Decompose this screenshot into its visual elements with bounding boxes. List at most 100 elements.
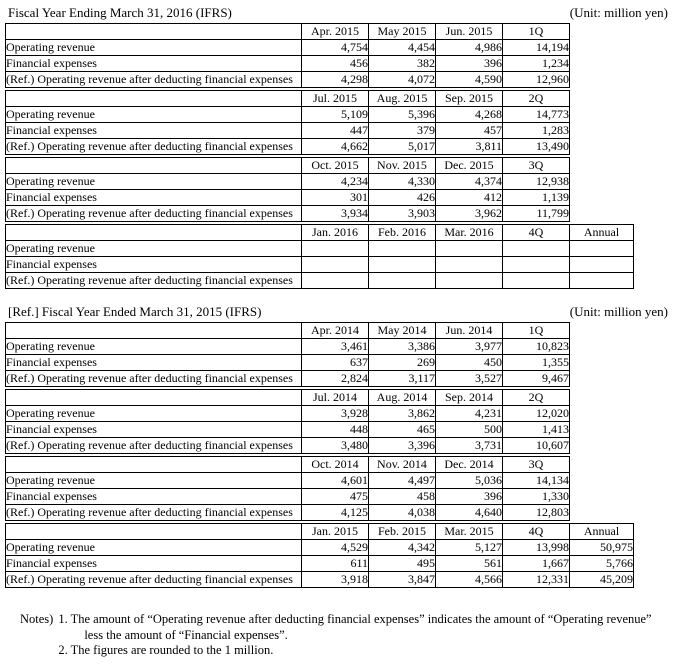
value-cell: 14,134 [502,472,570,489]
month-header-cell: Aug. 2014 [368,389,436,406]
notes-items: 1. The amount of “Operating revenue afte… [58,612,651,659]
data-row: Operating revenue 5,109 5,396 4,268 14,773 [5,106,570,123]
value-cell: 4,601 [301,472,369,489]
month-header-cell: Jul. 2014 [301,389,369,406]
row-label-cell: Financial expenses [5,256,302,273]
value-cell: 1,139 [502,189,570,206]
notes: Notes) 1. The amount of “Operating reven… [20,612,675,659]
value-cell: 465 [368,421,436,438]
month-header-cell: Apr. 2015 [301,23,369,40]
month-header-cell: Oct. 2015 [301,157,369,174]
month-header-cell: Sep. 2015 [435,90,503,107]
value-cell: 495 [368,555,436,572]
fy2015-table-title: [Ref.] Fiscal Year Ended March 31, 2015 … [8,304,262,319]
month-header-cell: Aug. 2015 [368,90,436,107]
value-cell [435,272,503,289]
data-row: Financial expenses 447 379 457 1,283 [5,122,570,139]
fy2016-unit-label: (Unit: million yen) [569,5,668,20]
corner-cell [5,456,302,473]
quarter-header-cell: 4Q [502,523,570,540]
row-label-cell: Financial expenses [5,488,302,505]
row-label-cell: (Ref.) Operating revenue after deducting… [5,138,302,155]
month-header-cell: Jan. 2016 [301,224,369,241]
value-cell [301,240,369,257]
column-header-row: Jul. 2014 Aug. 2014 Sep. 2014 2Q [5,389,570,406]
column-header-row: Apr. 2015 May 2015 Jun. 2015 1Q [5,23,570,40]
value-cell [435,240,503,257]
quarter-block-table: Jan. 2016 Feb. 2016 Mar. 2016 4Q Annual Opera… [5,224,634,289]
value-cell: 379 [368,122,436,139]
quarter-block-table: Jul. 2015 Aug. 2015 Sep. 2015 2Q Operating r… [5,90,570,155]
row-label-cell: (Ref.) Operating revenue after deducting… [5,504,302,521]
row-label-cell: (Ref.) Operating revenue after deducting… [5,571,302,588]
value-cell: 10,607 [502,437,570,454]
month-header-cell: Dec. 2015 [435,157,503,174]
value-cell: 396 [435,488,503,505]
value-cell: 4,497 [368,472,436,489]
value-cell: 4,529 [301,539,369,556]
value-cell: 3,928 [301,405,369,422]
month-header-cell: Nov. 2015 [368,157,436,174]
value-cell: 4,754 [301,39,369,56]
month-header-cell: Nov. 2014 [368,456,436,473]
row-label-cell: Financial expenses [5,189,302,206]
value-cell: 14,194 [502,39,570,56]
corner-cell [5,523,302,540]
value-cell [569,272,634,289]
value-cell: 4,986 [435,39,503,56]
value-cell: 3,903 [368,205,436,222]
data-row: (Ref.) Operating revenue after deducting… [5,71,570,88]
fy2016-caption-row: Fiscal Year Ending March 31, 2016 (IFRS)… [8,5,668,20]
value-cell: 500 [435,421,503,438]
quarter-header-cell: 2Q [502,389,570,406]
value-cell: 12,938 [502,173,570,190]
row-label-cell: Financial expenses [5,421,302,438]
quarter-block-table: Apr. 2015 May 2015 Jun. 2015 1Q Operating re… [5,23,570,88]
data-row: Financial expenses 456 382 396 1,234 [5,55,570,72]
value-cell: 4,330 [368,173,436,190]
value-cell: 3,977 [435,338,503,355]
data-row: (Ref.) Operating revenue after deducting… [5,138,570,155]
data-row: Operating revenue [5,240,634,257]
quarter-block-table: Jan. 2015 Feb. 2015 Mar. 2015 4Q Annual Opera… [5,523,634,588]
quarter-block-table: Apr. 2014 May 2014 Jun. 2014 1Q Operating re… [5,322,570,387]
value-cell: 1,667 [502,555,570,572]
data-row: Operating revenue 3,461 3,386 3,977 10,823 [5,338,570,355]
fy2016-section: Fiscal Year Ending March 31, 2016 (IFRS)… [0,5,675,289]
value-cell: 13,490 [502,138,570,155]
data-row: Operating revenue 4,529 4,342 5,127 13,998 50… [5,539,634,556]
value-cell [368,256,436,273]
data-row: Financial expenses 475 458 396 1,330 [5,488,570,505]
value-cell: 412 [435,189,503,206]
value-cell: 4,234 [301,173,369,190]
month-header-cell: May 2015 [368,23,436,40]
column-header-row: Jul. 2015 Aug. 2015 Sep. 2015 2Q [5,90,570,107]
corner-cell [5,322,302,339]
value-cell: 611 [301,555,369,572]
value-cell: 4,454 [368,39,436,56]
value-cell: 1,283 [502,122,570,139]
value-cell: 11,799 [502,205,570,222]
row-label-cell: (Ref.) Operating revenue after deducting… [5,205,302,222]
value-cell [569,240,634,257]
value-cell: 4,231 [435,405,503,422]
value-cell: 50,975 [569,539,634,556]
data-row: (Ref.) Operating revenue after deducting… [5,272,634,289]
value-cell: 3,480 [301,437,369,454]
value-cell: 12,331 [502,571,570,588]
month-header-cell: Apr. 2014 [301,322,369,339]
value-cell: 5,036 [435,472,503,489]
month-header-cell: May 2014 [368,322,436,339]
month-header-cell: Feb. 2016 [368,224,436,241]
value-cell: 301 [301,189,369,206]
value-cell: 1,413 [502,421,570,438]
value-cell: 4,590 [435,71,503,88]
value-cell: 2,824 [301,370,369,387]
fy2015-caption-row: [Ref.] Fiscal Year Ended March 31, 2015 … [8,304,668,319]
data-row: Financial expenses 637 269 450 1,355 [5,354,570,371]
value-cell: 3,811 [435,138,503,155]
row-label-cell: Financial expenses [5,55,302,72]
value-cell: 447 [301,122,369,139]
row-label-cell: (Ref.) Operating revenue after deducting… [5,437,302,454]
value-cell: 450 [435,354,503,371]
